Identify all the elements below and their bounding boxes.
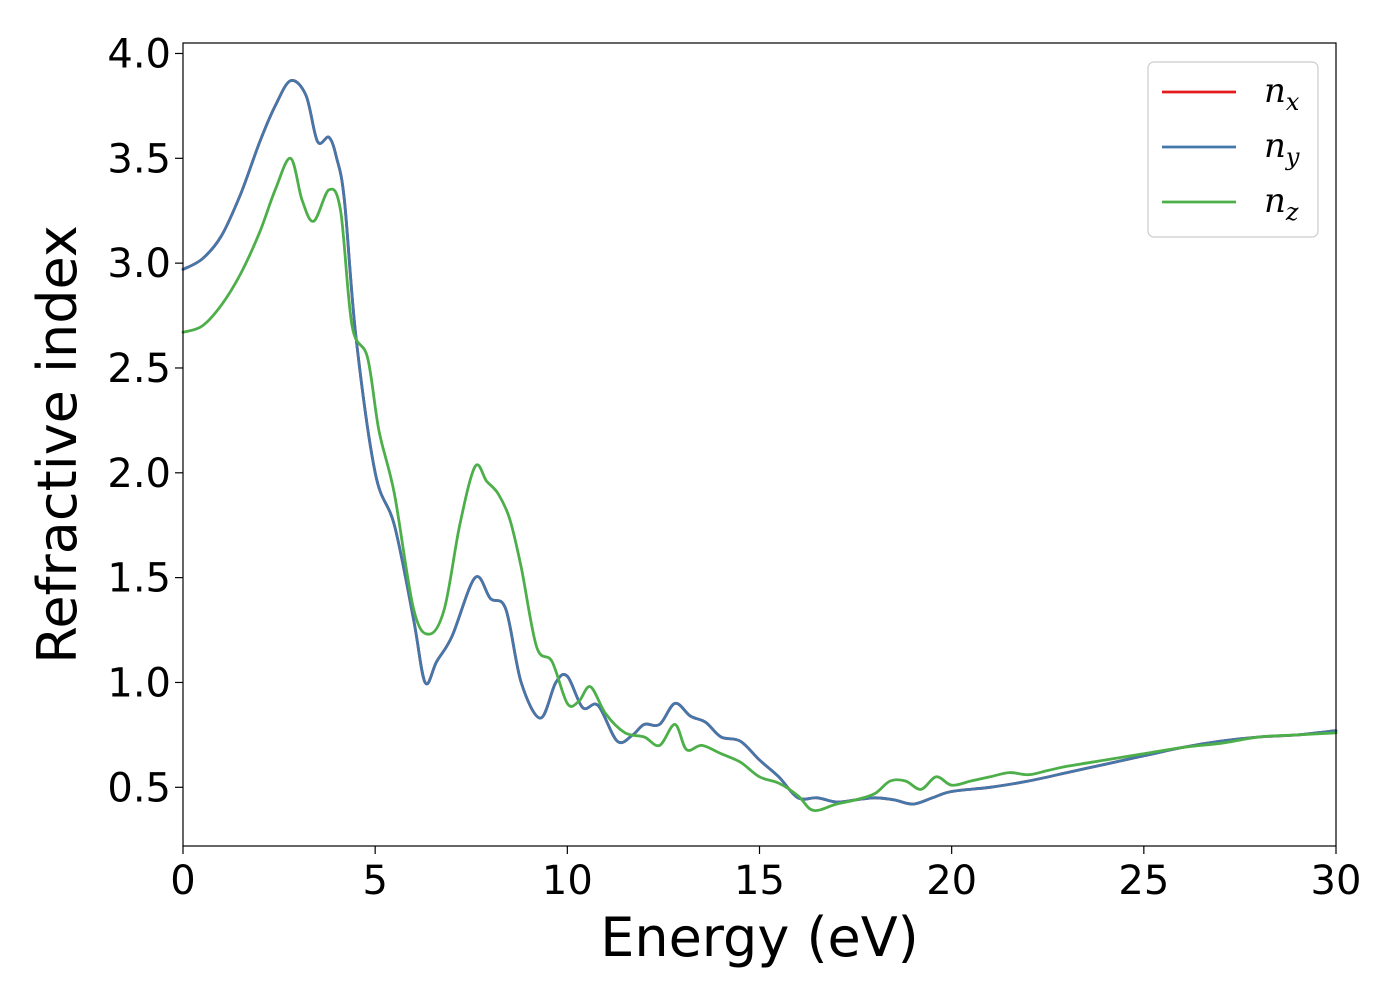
x-tick-label: 15 bbox=[734, 858, 785, 904]
series-layer bbox=[181, 79, 1338, 812]
series-line-z bbox=[181, 156, 1338, 812]
x-tick-label: 10 bbox=[542, 858, 593, 904]
y-tick-label: 3.5 bbox=[107, 136, 171, 182]
legend-label-z: nz bbox=[1264, 181, 1299, 226]
y-axis-ticks: 0.5 1.0 1.5 2.0 2.5 3.0 3.5 4.0 bbox=[107, 31, 183, 811]
x-axis-title: Energy (eV) bbox=[600, 906, 919, 969]
y-tick-label: 2.0 bbox=[107, 451, 171, 497]
legend-box bbox=[1147, 61, 1319, 238]
x-tick-label: 5 bbox=[362, 858, 387, 904]
y-tick-label: 2.5 bbox=[107, 346, 171, 392]
y-tick-label: 0.5 bbox=[107, 765, 171, 811]
y-tick-label: 4.0 bbox=[107, 31, 171, 77]
x-axis-ticks: 0 5 10 15 20 25 30 bbox=[170, 846, 1361, 904]
y-tick-label: 1.5 bbox=[107, 556, 171, 602]
series-line-y bbox=[181, 79, 1338, 806]
x-tick-label: 20 bbox=[926, 858, 977, 904]
legend: nx ny nz bbox=[1147, 61, 1319, 238]
y-tick-label: 3.0 bbox=[107, 241, 171, 287]
legend-label-x: nx bbox=[1264, 71, 1300, 116]
x-tick-label: 0 bbox=[170, 858, 195, 904]
legend-label-y: ny bbox=[1264, 126, 1300, 171]
x-tick-label: 30 bbox=[1311, 858, 1362, 904]
y-axis-title: Refractive index bbox=[26, 225, 89, 664]
y-tick-label: 1.0 bbox=[107, 660, 171, 706]
x-tick-label: 25 bbox=[1118, 858, 1169, 904]
